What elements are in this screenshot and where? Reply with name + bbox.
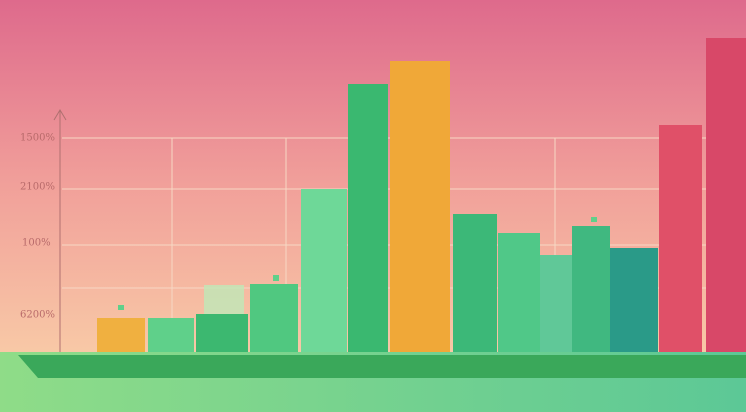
axis-label: 6200% [20,310,55,321]
bars [97,38,746,352]
y-axis [53,109,67,352]
axis-label: 2100% [20,182,55,193]
floor-edge [18,355,746,378]
axis-label: 100% [22,238,51,249]
axis-label: 1500% [20,133,55,144]
